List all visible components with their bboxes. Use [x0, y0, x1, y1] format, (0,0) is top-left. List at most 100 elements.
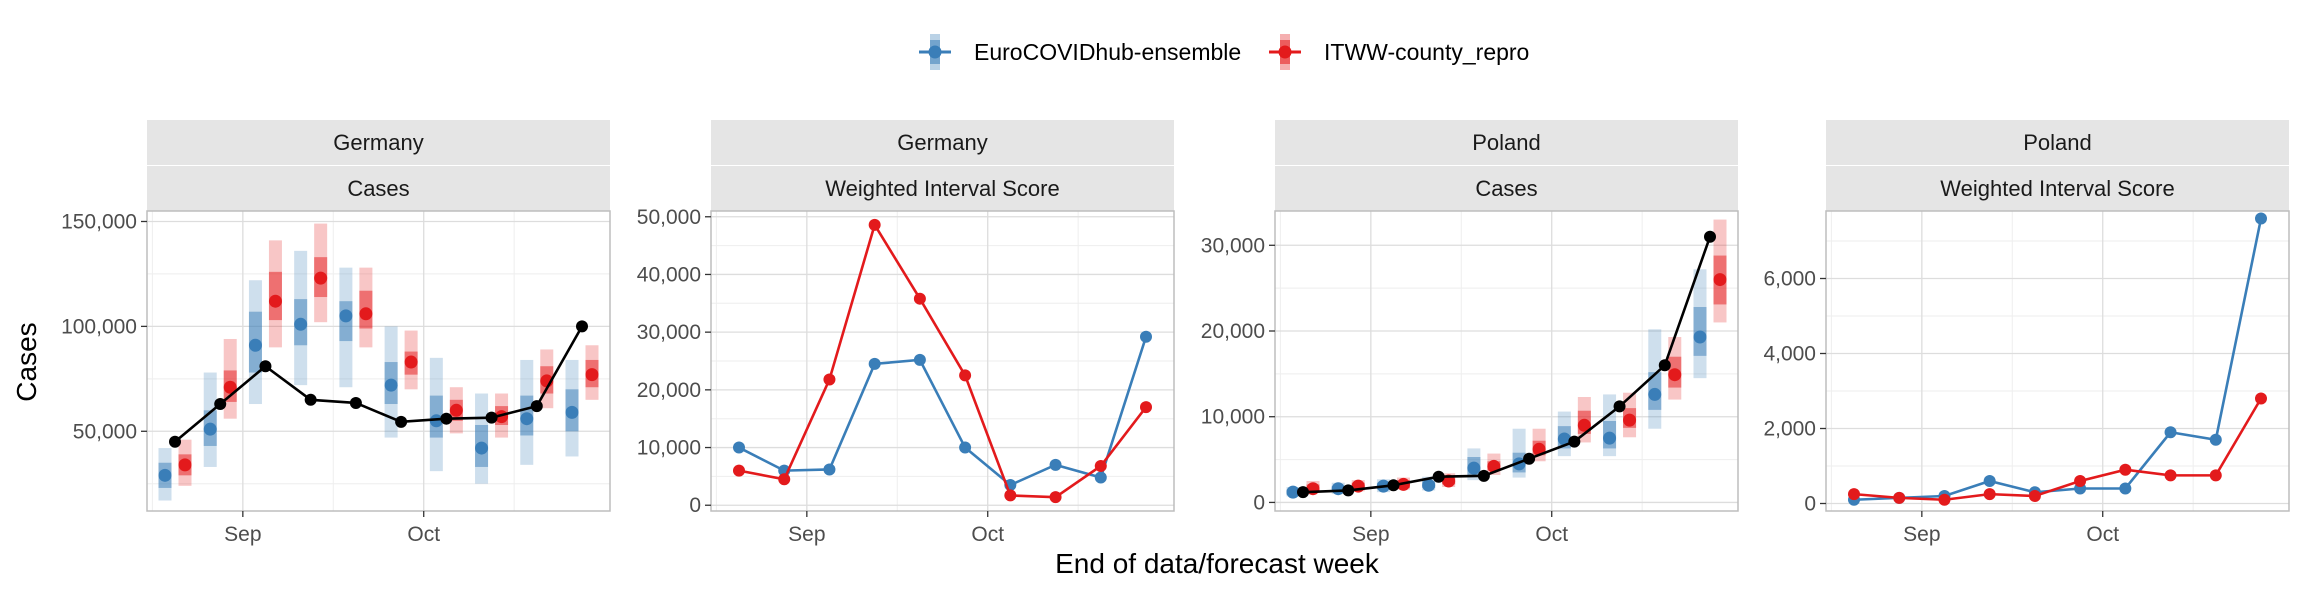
- y-tick-label: 6,000: [1763, 268, 1816, 291]
- strip-top-bg: [711, 120, 1174, 165]
- wis-point-ensemble: [733, 441, 745, 454]
- facet-panel-2: Germany Weighted Interval Score 0 10,000 20,…: [637, 120, 1175, 546]
- wis-point-ensemble: [959, 441, 972, 454]
- y-tick-label: 50,000: [73, 420, 137, 443]
- observed-point: [1432, 470, 1445, 483]
- wis-point-ensemble: [2164, 426, 2177, 439]
- wis-point-itww: [2209, 469, 2222, 482]
- median-point-ensemble: [1557, 432, 1571, 446]
- wis-point-ensemble: [2255, 212, 2267, 225]
- strip-top-bg: [1826, 120, 2289, 165]
- observed-point: [214, 398, 227, 411]
- wis-point-itww: [1983, 488, 1996, 501]
- median-point-itww: [449, 403, 463, 417]
- wis-point-itww: [823, 373, 836, 386]
- wis-point-itww: [1848, 488, 1860, 501]
- strip-top-label: Poland: [2023, 130, 2092, 155]
- median-point-ensemble: [475, 441, 489, 455]
- median-point-itww: [314, 271, 328, 285]
- median-point-ensemble: [203, 422, 217, 436]
- median-point-itww: [178, 458, 192, 472]
- y-tick-label: 10,000: [1201, 406, 1265, 429]
- observed-point: [576, 320, 588, 333]
- legend-key-ensemble-point: [928, 45, 942, 59]
- y-tick-label: 4,000: [1763, 343, 1816, 366]
- median-point-itww: [1577, 418, 1591, 432]
- observed-point: [395, 415, 408, 428]
- wis-point-itww: [1938, 493, 1951, 506]
- y-tick-label: 0: [689, 494, 701, 517]
- y-tick-label: 0: [1804, 493, 1816, 516]
- strip-bottom-label: Weighted Interval Score: [825, 176, 1059, 201]
- facet-panel-1: Germany Cases 50,000 100,000 150,000 Sep Oct: [61, 120, 611, 546]
- y-tick-label: 40,000: [637, 263, 701, 286]
- wis-point-itww: [2164, 469, 2177, 482]
- wis-point-itww: [959, 369, 972, 382]
- x-axis-title: End of data/forecast week: [1055, 548, 1380, 579]
- wis-point-itww: [2028, 490, 2041, 502]
- observed-line: [174, 325, 584, 443]
- strip-top-label: Germany: [897, 130, 987, 155]
- wis-line-ensemble: [1853, 218, 2263, 502]
- x-tick-label: Oct: [407, 523, 440, 546]
- wis-point-itww: [2119, 463, 2132, 476]
- median-point-itww: [1623, 413, 1637, 427]
- observed-point: [1523, 452, 1536, 465]
- facet-panel-4: Poland Weighted Interval Score 0 2,000 4,000…: [1763, 120, 2290, 546]
- median-point-ensemble: [1693, 330, 1707, 344]
- wis-point-ensemble: [823, 463, 836, 476]
- wis-point-itww: [2074, 475, 2087, 487]
- y-tick-label: 2,000: [1763, 418, 1816, 441]
- strip-bottom-label: Weighted Interval Score: [1940, 176, 2174, 201]
- wis-line-itww: [738, 221, 1148, 499]
- x-tick-label: Oct: [2086, 523, 2119, 546]
- legend-label-ensemble: EuroCOVIDhub-ensemble: [974, 39, 1241, 65]
- y-tick-label: 20,000: [637, 379, 701, 402]
- x-tick-label: Sep: [224, 523, 261, 546]
- median-point-ensemble: [294, 317, 308, 331]
- observed-point: [1658, 359, 1671, 372]
- median-point-ensemble: [384, 378, 398, 392]
- median-point-ensemble: [1286, 485, 1300, 499]
- observed-point: [1568, 435, 1581, 448]
- median-point-ensemble: [565, 405, 579, 419]
- median-point-itww: [359, 307, 373, 321]
- facet-panel-3: Poland Cases 0 10,000 20,000 30,000 Sep Oct: [1201, 120, 1739, 546]
- panel-border: [710, 210, 1175, 512]
- wis-point-itww: [733, 464, 745, 477]
- observed-point: [1613, 400, 1626, 413]
- wis-point-itww: [1004, 489, 1017, 502]
- wis-point-itww: [1893, 491, 1906, 504]
- y-tick-label: 150,000: [61, 210, 137, 233]
- median-point-itww: [585, 368, 599, 382]
- observed-point: [485, 411, 498, 424]
- y-tick-label: 100,000: [61, 315, 137, 338]
- median-point-ensemble: [520, 412, 534, 426]
- observed-point: [1297, 486, 1309, 499]
- legend-label-itww: ITWW-county_repro: [1324, 39, 1529, 65]
- strip-bottom-label: Cases: [1475, 176, 1537, 201]
- strip-top-label: Germany: [333, 130, 423, 155]
- observed-point: [259, 360, 272, 373]
- observed-point: [1704, 230, 1716, 243]
- y-tick-label: 0: [1253, 491, 1265, 514]
- wis-point-itww: [913, 292, 926, 305]
- median-point-itww: [404, 355, 418, 369]
- observed-point: [1477, 469, 1490, 482]
- median-point-ensemble: [158, 468, 172, 482]
- x-tick-label: Sep: [788, 523, 825, 546]
- wis-point-ensemble: [1094, 471, 1107, 484]
- median-point-itww: [1713, 273, 1727, 287]
- wis-point-ensemble: [1049, 458, 1062, 471]
- median-point-itww: [223, 380, 237, 394]
- legend-key-itww-point: [1278, 45, 1292, 59]
- strip-top-bg: [1275, 120, 1738, 165]
- median-point-ensemble: [1422, 478, 1436, 492]
- x-tick-label: Oct: [1535, 523, 1568, 546]
- observed-point: [1387, 479, 1400, 492]
- median-point-ensemble: [248, 338, 262, 352]
- x-tick-label: Sep: [1352, 523, 1389, 546]
- y-tick-label: 20,000: [1201, 320, 1265, 343]
- panel-border: [1825, 210, 2290, 512]
- median-point-ensemble: [1467, 461, 1481, 475]
